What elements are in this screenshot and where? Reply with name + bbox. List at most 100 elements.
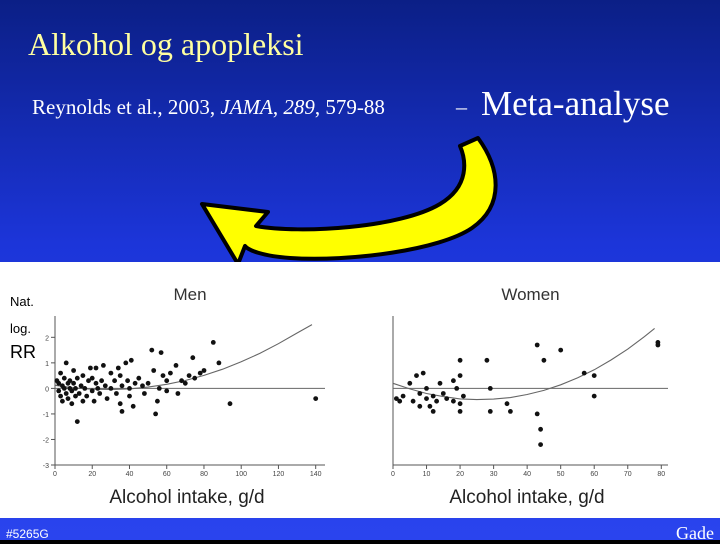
men-data-point <box>69 401 75 407</box>
women-fitted-curve <box>392 327 655 401</box>
women-data-point <box>407 380 413 386</box>
men-data-point <box>132 380 138 386</box>
men-data-point <box>145 380 151 386</box>
women-data-point <box>414 373 419 378</box>
men-data-point <box>89 375 95 381</box>
women-data-point <box>508 409 513 414</box>
men-y-tick-label: 0 <box>45 386 49 393</box>
slide-author: Gade <box>676 523 714 543</box>
men-x-tick-label: 60 <box>163 471 171 478</box>
women-data-point <box>417 391 423 396</box>
figure-svg: Nat. log. RR Men 0 20 40 60 80 100 120 140210-1… <box>10 285 668 508</box>
men-data-point <box>108 386 114 391</box>
men-data-point <box>71 368 76 373</box>
women-data-point <box>451 398 456 404</box>
women-x-tick-label: 60 <box>590 471 598 478</box>
chart-women: Women 0 10 20 30 40 50 60 70 80 <box>391 285 668 478</box>
chart-title-men: Men <box>173 285 206 304</box>
women-x-tick-label: 20 <box>456 471 464 478</box>
men-data-point <box>63 360 69 366</box>
men-data-point <box>104 396 110 401</box>
women-data-point <box>457 409 463 414</box>
women-data-point <box>591 393 597 399</box>
men-data-point <box>89 388 95 394</box>
men-y-tick-label: -1 <box>43 412 49 419</box>
women-data-point <box>457 373 463 378</box>
meta-dash: – <box>456 94 467 119</box>
plot-panel: Nat. log. RR Men 0 20 40 60 80 100 120 140 2 1 0 -1… <box>0 262 720 518</box>
women-data-point <box>457 401 463 407</box>
men-x-tick-label: 140 <box>310 471 322 478</box>
men-data-point <box>115 365 121 371</box>
men-data-point <box>82 386 88 391</box>
men-data-point <box>73 393 78 399</box>
x-axis-label-women: Alcohol intake, g/d <box>449 487 604 508</box>
women-data-point <box>487 386 493 391</box>
women-data-point <box>534 342 540 348</box>
women-x-tick-label: 70 <box>624 471 632 478</box>
men-y-tick-label: -2 <box>43 437 49 444</box>
men-data-point <box>216 360 222 366</box>
men-data-point <box>123 360 129 366</box>
women-data-point <box>417 403 423 409</box>
men-data-point <box>153 411 159 417</box>
men-data-point <box>186 373 192 378</box>
reference-citation: Reynolds et al., 2003, JAMA, 289, 579-88 <box>32 95 385 120</box>
chart-title-women: Women <box>501 285 559 304</box>
y-label-line-2: log. <box>10 321 31 336</box>
women-x-tick-label: 80 <box>657 471 665 478</box>
men-data-point <box>210 340 216 345</box>
men-data-point <box>74 419 80 424</box>
reference-sep: , <box>272 95 284 119</box>
women-data-point <box>424 396 429 401</box>
women-x-tick-label: 50 <box>557 471 565 478</box>
reference-volume: 289 <box>283 95 315 119</box>
men-data-point <box>74 375 80 381</box>
men-data-point <box>136 375 142 381</box>
women-data-point <box>484 357 490 363</box>
men-data-point <box>127 386 132 391</box>
men-data-point <box>164 388 170 394</box>
men-data-point <box>88 365 93 371</box>
men-data-point <box>97 391 103 396</box>
men-data-point <box>197 370 203 376</box>
men-data-point <box>99 378 104 384</box>
men-data-point <box>93 380 99 386</box>
men-data-point <box>164 378 170 384</box>
men-y-tick-label: 2 <box>45 335 49 342</box>
men-data-point <box>127 393 132 399</box>
women-data-point <box>410 398 416 404</box>
women-x-tick-label: 10 <box>423 471 431 478</box>
men-data-point <box>63 391 69 396</box>
slide-title: Alkohol og apopleksi <box>28 26 304 62</box>
women-data-point <box>430 409 436 414</box>
women-x-tick-label: 40 <box>523 471 531 478</box>
men-data-point <box>155 398 160 404</box>
men-data-point <box>142 391 147 396</box>
women-data-point <box>400 393 406 399</box>
women-data-point <box>457 357 463 363</box>
women-data-point <box>454 386 460 391</box>
women-data-point <box>397 398 403 404</box>
men-data-point <box>119 409 125 414</box>
chart-men: Men 0 20 40 60 80 100 120 140 2 1 0 -1 -2 -3 <box>43 285 325 478</box>
men-data-point <box>179 378 185 384</box>
men-data-point <box>60 398 65 404</box>
women-data-point <box>581 370 587 376</box>
men-data-point <box>69 388 75 394</box>
men-data-point <box>101 363 106 368</box>
men-data-point <box>130 403 136 409</box>
men-data-point <box>227 401 233 407</box>
men-data-point <box>182 380 188 386</box>
women-data-point <box>538 442 543 447</box>
men-data-point <box>78 383 84 389</box>
men-data-point <box>149 347 155 353</box>
men-data-point <box>67 378 73 384</box>
women-data-point <box>430 393 436 399</box>
men-data-point <box>119 383 125 389</box>
y-label-line-1: Nat. <box>10 294 34 309</box>
men-data-point <box>56 388 62 394</box>
men-data-point <box>160 373 166 378</box>
men-y-tick-label: -3 <box>43 463 49 470</box>
